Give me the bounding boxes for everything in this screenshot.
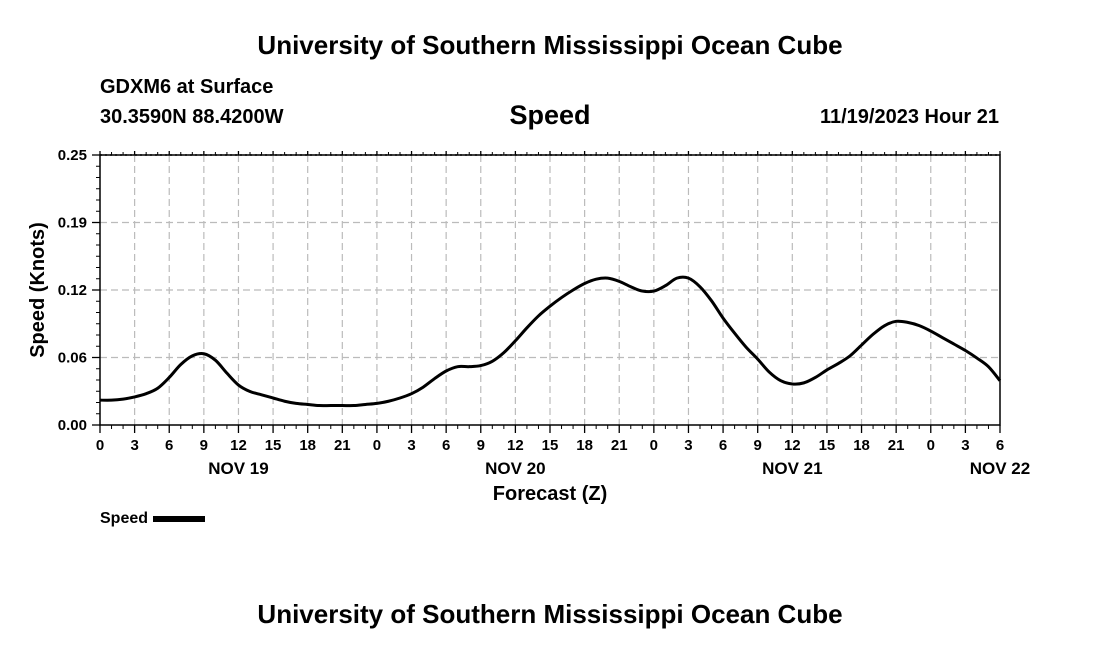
series-layer [99, 275, 1002, 408]
x-tick-label: 12 [784, 437, 801, 454]
station-name: GDXM6 at Surface [100, 76, 274, 98]
x-tick-label: 12 [507, 437, 524, 454]
x-tick-label: 12 [230, 437, 247, 454]
x-tick-label: 6 [719, 437, 727, 454]
x-tick-label: 18 [576, 437, 593, 454]
date-label: NOV 21 [762, 459, 822, 478]
chart-title: Speed [509, 100, 591, 130]
x-tick-label: 3 [407, 437, 415, 454]
y-tick-label: 0.00 [58, 417, 87, 434]
x-tick-label: 21 [334, 437, 351, 454]
footer-title: University of Southern Mississippi Ocean… [257, 599, 843, 629]
x-axis-label: Forecast (Z) [493, 483, 607, 505]
x-tick-label: 3 [684, 437, 692, 454]
date-label: NOV 22 [970, 459, 1030, 478]
y-tick-label: 0.12 [58, 282, 87, 299]
date-label: NOV 20 [485, 459, 545, 478]
y-tick-label: 0.06 [58, 350, 87, 367]
x-tick-label: 15 [819, 437, 836, 454]
x-tick-label: 6 [996, 437, 1004, 454]
y-tick-label: 0.19 [58, 215, 87, 232]
x-tick-label: 21 [888, 437, 905, 454]
x-tick-label: 6 [165, 437, 173, 454]
x-tick-label: 0 [373, 437, 381, 454]
x-tick-label: 0 [96, 437, 104, 454]
legend: Speed [100, 510, 206, 528]
station-coordinates: 30.3590N 88.4200W [100, 106, 284, 128]
series-line-speed [99, 275, 1002, 408]
x-tick-label: 9 [477, 437, 485, 454]
x-tick-label: 0 [650, 437, 658, 454]
y-tick-label: 0.25 [58, 147, 87, 164]
x-tick-label: 21 [611, 437, 628, 454]
date-label: NOV 19 [208, 459, 268, 478]
x-tick-label: 15 [542, 437, 559, 454]
x-tick-label: 9 [754, 437, 762, 454]
forecast-date: 11/19/2023 Hour 21 [819, 106, 999, 128]
x-tick-label: 18 [853, 437, 870, 454]
legend-line-swatch [153, 516, 206, 522]
plot-frame [99, 154, 1001, 426]
main-title: University of Southern Mississippi Ocean… [257, 30, 843, 60]
axis-ticks [92, 151, 1001, 433]
y-axis-label: Speed (Knots) [27, 222, 49, 358]
tick-labels: 0 3 6 9 12 15 18 21 0 3 6 9 12 15 18 21 0 3 6 9 12 15 18 21 0 3 6 0… [58, 147, 1030, 478]
x-tick-label: 15 [265, 437, 282, 454]
legend-label: Speed [100, 510, 149, 527]
x-tick-label: 3 [130, 437, 138, 454]
x-tick-label: 18 [299, 437, 316, 454]
x-tick-label: 6 [442, 437, 450, 454]
x-tick-label: 9 [200, 437, 208, 454]
x-tick-label: 3 [961, 437, 969, 454]
grid-lines [100, 154, 1000, 425]
x-tick-label: 0 [927, 437, 935, 454]
